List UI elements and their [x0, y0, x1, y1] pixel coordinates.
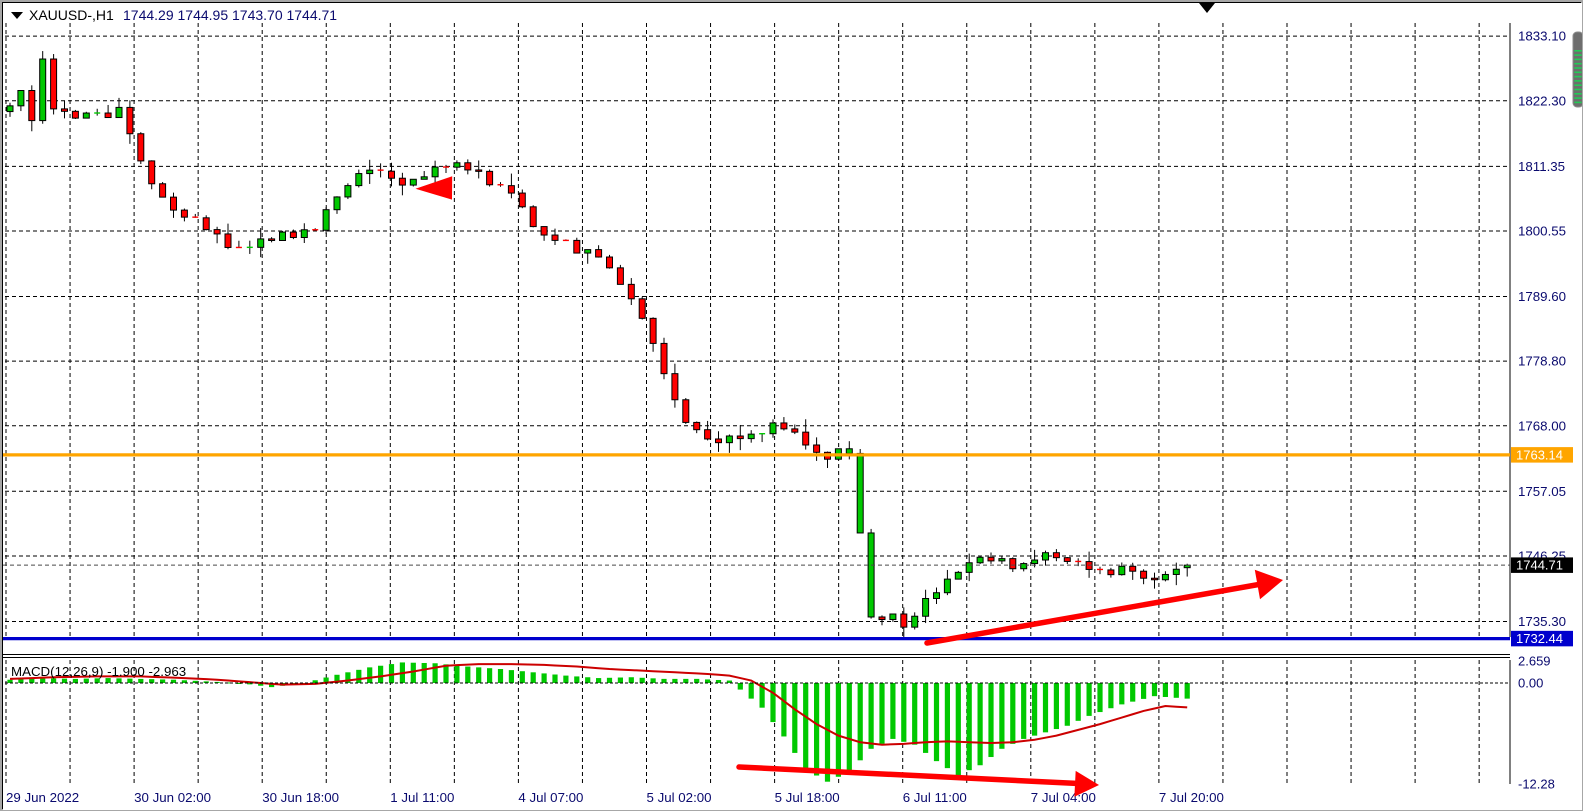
svg-text:XAUUSD-,H1: XAUUSD-,H1 — [29, 7, 114, 23]
svg-text:1735.30: 1735.30 — [1518, 614, 1566, 629]
svg-text:5 Jul 02:00: 5 Jul 02:00 — [647, 790, 712, 805]
svg-text:1 Jul 11:00: 1 Jul 11:00 — [390, 790, 454, 805]
svg-text:1732.44: 1732.44 — [1516, 631, 1563, 646]
svg-text:1800.55: 1800.55 — [1518, 223, 1566, 238]
svg-text:1763.14: 1763.14 — [1516, 447, 1563, 462]
svg-text:30 Jun 02:00: 30 Jun 02:00 — [134, 790, 211, 805]
svg-text:7 Jul 04:00: 7 Jul 04:00 — [1031, 790, 1096, 805]
svg-text:1768.00: 1768.00 — [1518, 418, 1566, 433]
svg-text:2.659: 2.659 — [1518, 654, 1551, 669]
svg-text:1757.05: 1757.05 — [1518, 484, 1566, 499]
svg-text:6 Jul 11:00: 6 Jul 11:00 — [903, 790, 967, 805]
svg-text:7 Jul 20:00: 7 Jul 20:00 — [1159, 790, 1224, 805]
svg-text:-12.28: -12.28 — [1518, 777, 1555, 792]
svg-text:1778.80: 1778.80 — [1518, 354, 1566, 369]
svg-text:1744.71: 1744.71 — [1516, 558, 1563, 573]
svg-text:1833.10: 1833.10 — [1518, 29, 1566, 44]
svg-text:1744.29 1744.95 1743.70 1744.7: 1744.29 1744.95 1743.70 1744.71 — [123, 7, 337, 23]
svg-text:5 Jul 18:00: 5 Jul 18:00 — [775, 790, 840, 805]
svg-text:4 Jul 07:00: 4 Jul 07:00 — [518, 790, 583, 805]
svg-text:29 Jun 2022: 29 Jun 2022 — [6, 790, 79, 805]
svg-text:30 Jun 18:00: 30 Jun 18:00 — [262, 790, 339, 805]
svg-text:1789.60: 1789.60 — [1518, 289, 1566, 304]
svg-text:0.00: 0.00 — [1518, 676, 1543, 691]
svg-text:MACD(12,26,9) -1.900 -2.963: MACD(12,26,9) -1.900 -2.963 — [11, 664, 186, 679]
svg-text:1811.35: 1811.35 — [1518, 159, 1565, 174]
svg-text:1822.30: 1822.30 — [1518, 93, 1566, 108]
